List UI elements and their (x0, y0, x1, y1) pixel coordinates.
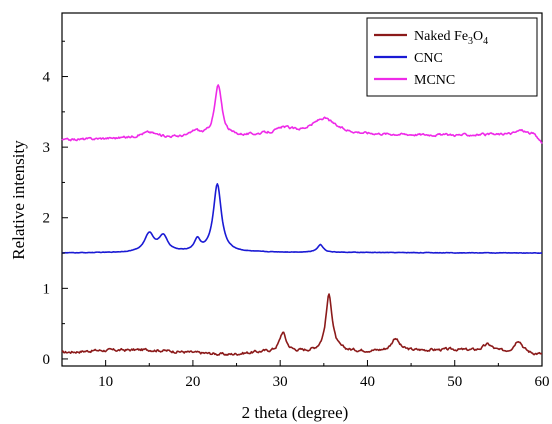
legend-label: CNC (414, 51, 443, 66)
series-line-naked-fe3o4 (61, 293, 543, 357)
plot-frame (61, 12, 543, 367)
x-tick-label: 10 (98, 374, 113, 390)
plot-area: 10 20 30 40 50 60 0 1 2 3 4 Naked Fe3O4 CNC MCNC (43, 12, 550, 390)
x-tick-label: 30 (273, 374, 288, 390)
series-line-mcnc (61, 84, 543, 145)
y-tick-label: 4 (43, 70, 51, 86)
y-tick-label: 1 (43, 281, 51, 297)
legend: Naked Fe3O4 CNC MCNC (366, 17, 538, 97)
x-tick-label: 50 (447, 374, 462, 390)
y-tick-label: 0 (43, 352, 51, 368)
y-axis-title: Relative intensity (9, 140, 28, 260)
legend-label: Naked Fe3O4 (414, 29, 488, 47)
series-group (61, 84, 543, 357)
x-tick-label: 60 (535, 374, 550, 390)
x-axis-title: 2 theta (degree) (242, 403, 349, 422)
legend-label: MCNC (414, 73, 455, 88)
x-tick-label: 40 (360, 374, 375, 390)
x-tick-label: 20 (185, 374, 200, 390)
y-tick-label: 3 (43, 140, 51, 156)
series-line-cnc (61, 183, 543, 255)
y-tick-label: 2 (43, 211, 51, 227)
